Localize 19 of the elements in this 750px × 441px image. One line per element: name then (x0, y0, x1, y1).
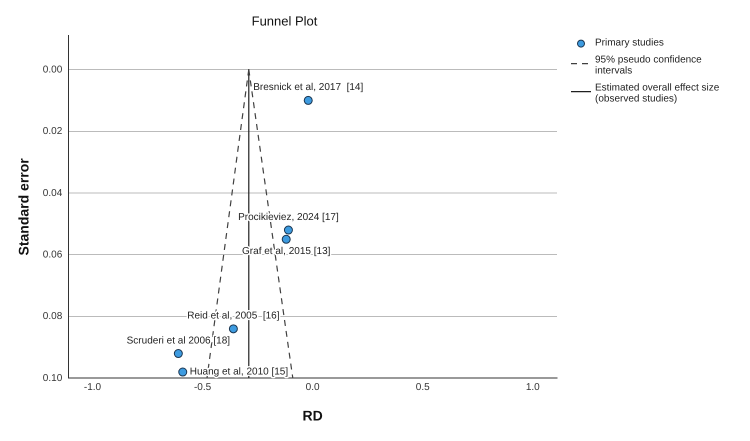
chart-title: Funnel Plot (252, 13, 318, 28)
legend-label: 95% pseudo confidence intervals (595, 54, 702, 76)
x-tick-label: 0.0 (306, 382, 320, 393)
x-tick-label: 1.0 (526, 382, 540, 393)
x-tick-label: -0.5 (194, 382, 212, 393)
annotation: Bresnick et al, 2017 [14] (253, 82, 364, 94)
y-axis-title: Standard error (15, 158, 32, 256)
y-tick-label: 0.02 (42, 126, 63, 138)
legend-label: Estimated overall effect size (observed studies) (595, 82, 720, 104)
y-tick-label: 0.08 (42, 311, 63, 322)
x-axis-title: RD (302, 407, 323, 424)
legend-label: Primary studies (595, 37, 664, 48)
y-tick-label: 0.04 (42, 188, 63, 199)
y-tick-label: 0.06 (42, 249, 63, 260)
annotation: Scruderi et al 2006 [18] (126, 335, 230, 346)
x-tick-label: -1.0 (84, 382, 102, 393)
x-tick-label: 0.5 (416, 382, 430, 393)
y-tick-label: 0.10 (42, 372, 63, 384)
y-tick-label: 0.00 (42, 64, 63, 76)
